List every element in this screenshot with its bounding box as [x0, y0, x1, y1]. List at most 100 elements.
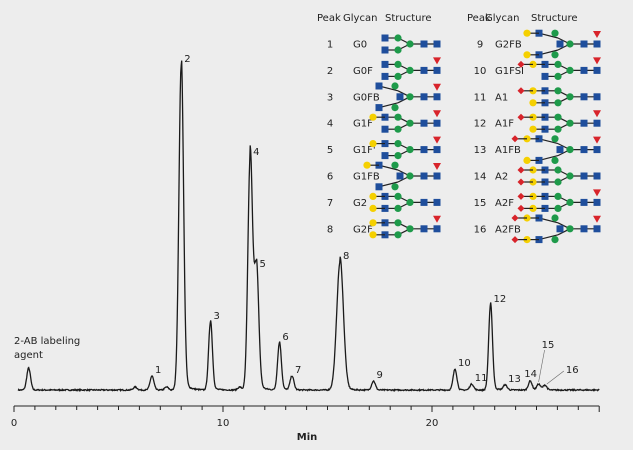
mannose-symbol: [394, 46, 402, 54]
legend-peak-number: 10: [474, 66, 487, 77]
legend-peak-number: 6: [327, 172, 333, 183]
legend-row: 8 G2F: [327, 215, 441, 239]
sialic-acid-symbol: [511, 236, 519, 244]
legend-peak-number: 1: [327, 40, 333, 51]
legend-row: 7 G2: [327, 192, 441, 212]
glycan-structure-icon: [369, 136, 441, 160]
sialic-acid-symbol: [517, 204, 525, 212]
galactose-symbol: [523, 29, 531, 37]
mannose-symbol: [554, 166, 562, 174]
mannose-symbol: [551, 214, 559, 222]
glcnac-symbol: [381, 125, 389, 133]
glcnac-symbol: [593, 40, 601, 48]
glcnac-symbol: [556, 146, 564, 154]
legend-row: 5 G1F': [327, 136, 441, 160]
glcnac-symbol: [580, 66, 588, 74]
legend-peak-number: 3: [327, 92, 333, 103]
glcnac-symbol: [580, 40, 588, 48]
glcnac-symbol: [433, 40, 441, 48]
legend-peak-number: 15: [474, 198, 487, 209]
chromatogram-trace: [17, 60, 600, 393]
legend-glycan-name: G2FB: [495, 40, 522, 51]
legend-glycan-name: A2FB: [495, 224, 521, 235]
peak-label-2: 2: [184, 54, 190, 65]
legend-glycan-name: G2F: [353, 224, 373, 235]
glcnac-symbol: [580, 225, 588, 233]
mannose-symbol: [391, 104, 399, 112]
fucose-symbol: [593, 189, 601, 197]
glcnac-symbol: [433, 198, 441, 206]
glcnac-symbol: [556, 225, 564, 233]
glycan-structure-icon: [517, 87, 601, 107]
glcnac-symbol: [593, 146, 601, 154]
peak-label-4: 4: [253, 147, 259, 158]
header-glycan: Glycan: [485, 13, 519, 24]
annotation-line-2: agent: [14, 350, 43, 361]
mannose-symbol: [394, 140, 402, 148]
mannose-symbol: [554, 192, 562, 200]
glcnac-symbol: [381, 152, 389, 160]
legend-row: 2 G0F: [327, 57, 441, 80]
galactose-symbol: [363, 161, 371, 169]
glcnac-symbol: [420, 198, 428, 206]
glycan-structure-icon: [517, 110, 601, 133]
glcnac-symbol: [381, 72, 389, 80]
peak-label-6: 6: [282, 332, 288, 343]
mannose-symbol: [566, 146, 574, 154]
mannose-symbol: [391, 161, 399, 169]
glcnac-symbol: [593, 172, 601, 180]
galactose-symbol: [369, 140, 377, 148]
sialic-acid-symbol: [511, 135, 519, 143]
glcnac-symbol: [420, 119, 428, 127]
legend-glycan-name: G0FB: [353, 92, 380, 103]
peak-label-15: 15: [542, 340, 555, 351]
glcnac-symbol: [433, 119, 441, 127]
legend-peak-number: 11: [474, 92, 487, 103]
glcnac-symbol: [420, 146, 428, 154]
mannose-symbol: [551, 51, 559, 59]
mannose-symbol: [394, 125, 402, 133]
legend-peak-number: 2: [327, 66, 333, 77]
sialic-acid-symbol: [517, 178, 525, 186]
legend-peak-number: 16: [474, 224, 487, 235]
mannose-symbol: [554, 113, 562, 121]
glcnac-symbol: [593, 198, 601, 206]
legend-glycan-name: G1FSI: [495, 66, 524, 77]
peak-16-leader: [546, 370, 565, 385]
galactose-symbol: [369, 192, 377, 200]
fucose-symbol: [593, 215, 601, 223]
mannose-symbol: [551, 156, 559, 164]
legend-peak-number: 7: [327, 198, 333, 209]
glcnac-symbol: [381, 60, 389, 68]
mannose-symbol: [394, 60, 402, 68]
sialic-acid-symbol: [517, 192, 525, 200]
mannose-symbol: [566, 66, 574, 74]
glcnac-symbol: [433, 172, 441, 180]
mannose-symbol: [566, 119, 574, 127]
legend-peak-number: 5: [327, 145, 333, 156]
legend-glycan-name: G1F': [353, 145, 376, 156]
peak-15-leader: [538, 349, 545, 383]
glycan-structure-icon: [511, 214, 601, 244]
mannose-symbol: [551, 29, 559, 37]
sialic-acid-symbol: [511, 214, 519, 222]
glcnac-symbol: [396, 172, 404, 180]
glycan-structure-icon: [381, 57, 441, 80]
mannose-symbol: [566, 40, 574, 48]
legend-row: 16 A2FB: [474, 214, 601, 244]
sialic-acid-symbol: [517, 60, 525, 68]
peak-label-1: 1: [155, 365, 161, 376]
mannose-symbol: [394, 113, 402, 121]
glcnac-symbol: [580, 93, 588, 101]
legend-peak-number: 4: [327, 119, 333, 130]
mannose-symbol: [406, 66, 414, 74]
legend-glycan-name: G1F: [353, 119, 373, 130]
mannose-symbol: [406, 146, 414, 154]
legend-glycan-name: A1: [495, 92, 508, 103]
header-peak: Peak: [467, 13, 491, 24]
x-tick-label: 0: [11, 418, 17, 429]
peak-label-11: 11: [475, 373, 488, 384]
